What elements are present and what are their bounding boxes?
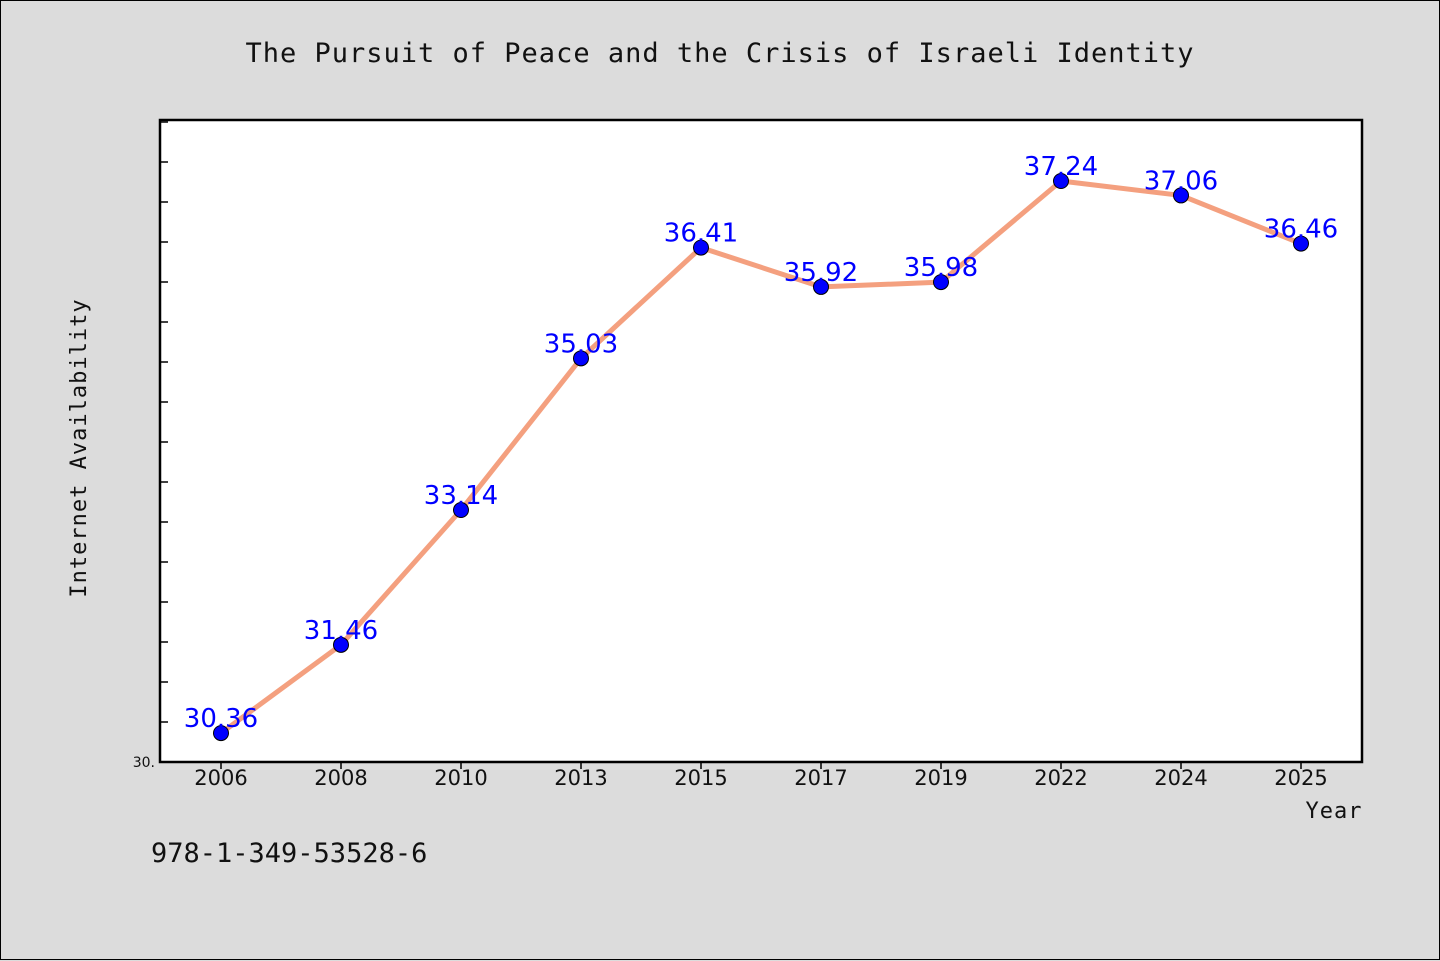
x-axis-ticks: 2006 2008 2010 2013 2015 2017 2019 2022 2024 2025 [194, 762, 1328, 790]
data-label: 35.98 [904, 253, 978, 283]
data-labels: 30.36 31.46 33.14 35.03 36.41 35.92 35.98 37.24… [184, 152, 1338, 734]
data-label: 37.06 [1144, 166, 1218, 196]
data-point [453, 502, 469, 519]
data-label: 37.24 [1024, 152, 1098, 182]
data-point [1173, 187, 1189, 204]
x-tick-label: 2022 [1034, 766, 1087, 790]
data-markers [213, 172, 1309, 742]
data-label: 33.14 [424, 481, 498, 511]
x-tick-label: 2024 [1154, 766, 1207, 790]
x-tick-label: 2008 [314, 766, 367, 790]
data-label: 36.46 [1264, 215, 1338, 245]
data-label: 36.41 [664, 219, 738, 249]
data-label: 30.36 [184, 704, 258, 734]
y-axis-label: Internet Availability [67, 298, 92, 597]
chart-title: The Pursuit of Peace and the Crisis of I… [245, 38, 1194, 69]
y-axis-ticks [160, 121, 168, 723]
data-point [333, 636, 349, 653]
x-axis-label: Year [1306, 799, 1363, 824]
data-point [933, 274, 949, 291]
x-tick-label: 2015 [674, 766, 727, 790]
x-tick-label: 2017 [794, 766, 847, 790]
data-point [813, 278, 829, 295]
data-point [573, 350, 589, 367]
data-label: 35.03 [544, 329, 618, 359]
x-tick-label: 2010 [434, 766, 487, 790]
data-label: 35.92 [784, 258, 858, 288]
x-tick-label: 2025 [1274, 766, 1327, 790]
y-axis-min-label: 30. [133, 755, 155, 771]
x-tick-label: 2006 [194, 766, 247, 790]
x-tick-label: 2019 [914, 766, 967, 790]
data-label: 31.46 [304, 616, 378, 646]
data-point [213, 725, 229, 742]
data-point [1053, 172, 1069, 189]
series-line [218, 178, 1304, 736]
plot-area [158, 118, 1364, 764]
x-tick-label: 2013 [554, 766, 607, 790]
data-point [1293, 235, 1309, 252]
isbn-code: 978-1-349-53528-6 [151, 838, 427, 869]
data-point [693, 239, 709, 256]
